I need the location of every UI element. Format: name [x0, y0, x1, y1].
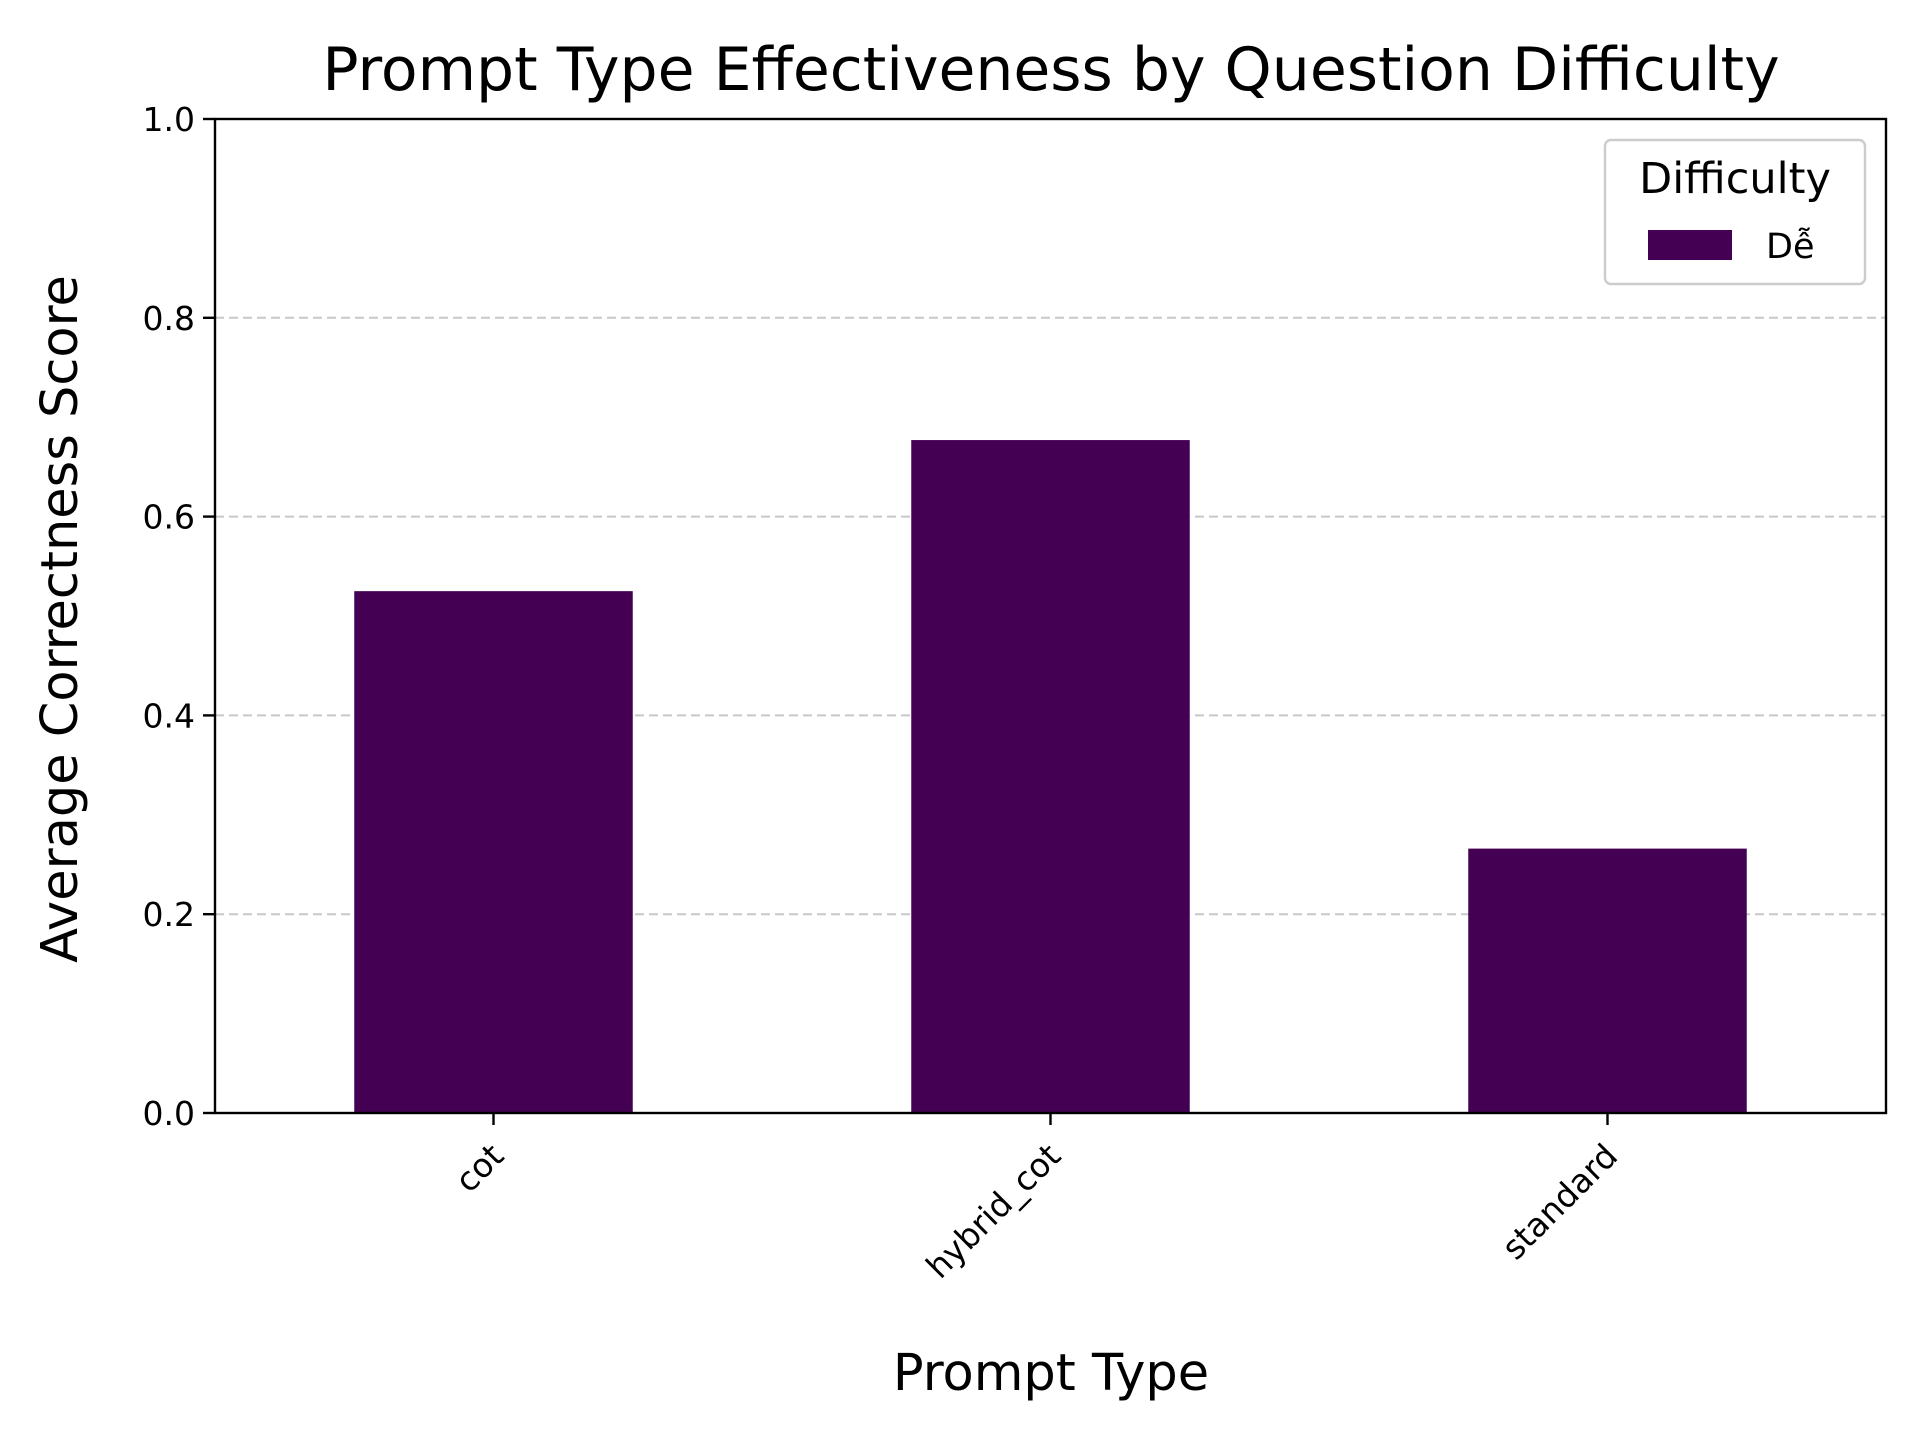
y-tick-label: 0.0	[143, 1094, 195, 1133]
x-axis-ticks: cot hybrid_cot standard	[447, 1113, 1625, 1286]
x-tick-label: hybrid_cot	[918, 1136, 1068, 1286]
x-axis-label: Prompt Type	[893, 1344, 1209, 1403]
y-tick-label: 0.4	[143, 696, 195, 735]
x-tick-label: cot	[447, 1136, 511, 1200]
y-tick-label: 0.6	[143, 498, 195, 537]
legend: Difficulty Dễ	[1603, 138, 1867, 286]
legend-title: Difficulty	[1639, 154, 1831, 204]
legend-label: Dễ	[1766, 226, 1814, 267]
chart-title: Prompt Type Effectiveness by Question Di…	[322, 35, 1779, 105]
bar-cot	[354, 591, 633, 1113]
bars	[354, 440, 1747, 1113]
y-tick-label: 0.2	[143, 895, 195, 934]
y-axis-ticks: 0.0 0.2 0.4 0.6 0.8 1.0	[143, 100, 215, 1133]
bar-standard	[1468, 848, 1747, 1113]
y-tick-label: 1.0	[143, 100, 195, 139]
y-axis-label: Average Correctness Score	[31, 275, 90, 963]
x-tick-label: standard	[1494, 1136, 1625, 1267]
legend-swatch	[1648, 230, 1732, 260]
bar-hybrid_cot	[911, 440, 1190, 1113]
y-tick-label: 0.8	[143, 299, 195, 338]
